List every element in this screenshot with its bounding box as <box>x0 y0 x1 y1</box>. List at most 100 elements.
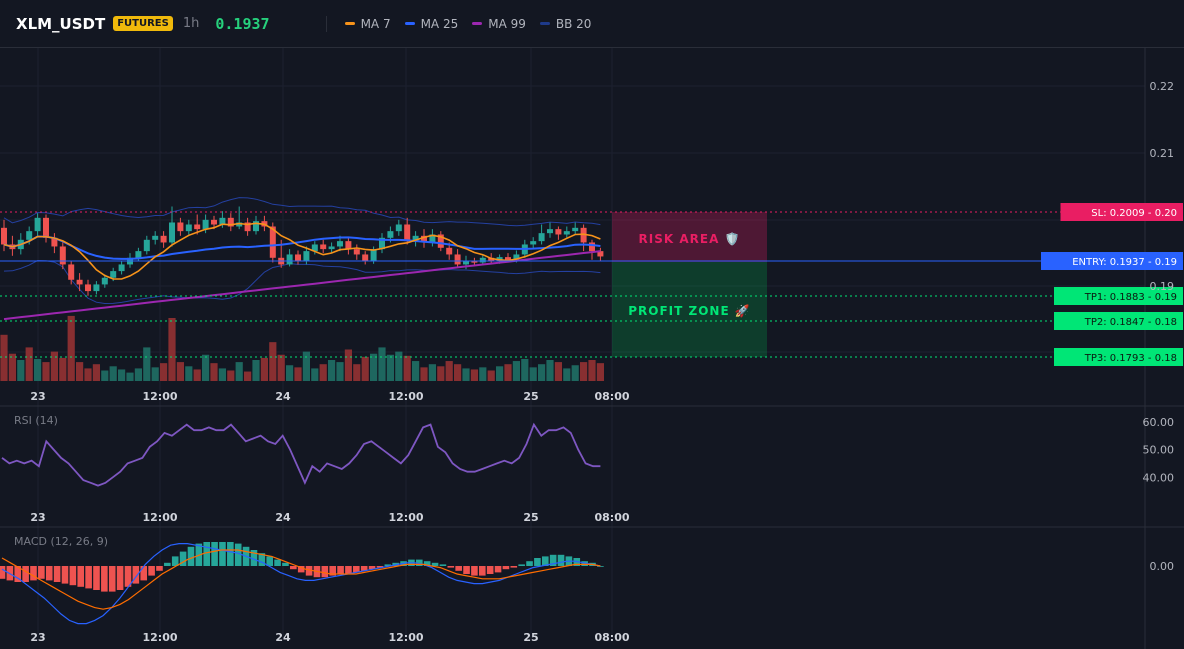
candle <box>152 231 159 245</box>
volume-bar <box>563 368 571 381</box>
macd-histogram-bar <box>258 553 266 566</box>
candle-body <box>76 279 83 285</box>
level-label: TP1: 0.1883 - 0.19 <box>1084 292 1177 303</box>
volume-bar <box>588 360 596 381</box>
candle-body <box>538 233 545 242</box>
risk-area-label: RISK AREA 🛡️ <box>639 232 741 246</box>
candle-body <box>395 224 402 232</box>
candle-body <box>387 231 394 238</box>
macd-histogram-bar <box>557 554 565 566</box>
bb20-label: BB 20 <box>555 16 592 31</box>
candle <box>169 206 175 247</box>
candle-body <box>1 227 7 245</box>
time-tick: 24 <box>275 631 291 644</box>
macd-histogram-bar <box>93 566 100 590</box>
volume-bars <box>0 315 604 381</box>
volume-bar <box>454 364 462 381</box>
candle <box>589 239 595 260</box>
time-tick: 25 <box>523 631 538 644</box>
time-tick: 23 <box>30 631 45 644</box>
level-tag <box>1060 203 1183 221</box>
volume-bar <box>50 351 58 381</box>
volume-bar <box>580 362 588 381</box>
macd-histogram-bar <box>494 566 502 573</box>
volume-bar <box>0 334 8 381</box>
legend-ma7[interactable]: MA 7 <box>344 16 391 31</box>
bb-upper-line <box>3 197 601 227</box>
macd-histogram-bar <box>124 566 132 587</box>
ma7-label: MA 7 <box>360 16 391 31</box>
time-tick: 08:00 <box>594 511 629 524</box>
candle-body <box>320 244 327 250</box>
candle <box>227 213 234 232</box>
candle-body <box>160 235 167 243</box>
time-tick: 08:00 <box>594 390 629 403</box>
candle <box>286 249 293 267</box>
candle-body <box>59 246 66 265</box>
profit-zone-box <box>612 262 767 357</box>
price-tick: 0.19 <box>1150 280 1175 293</box>
macd-histogram-bar <box>234 543 242 566</box>
candle-body <box>379 237 385 250</box>
candle-body <box>135 251 142 258</box>
volume-bar <box>336 362 344 381</box>
candle-body <box>169 222 175 243</box>
volume-bar <box>462 368 470 381</box>
macd-histogram-bar <box>266 556 274 566</box>
time-tick: 23 <box>30 511 45 524</box>
candlesticks <box>1 206 604 296</box>
candle-body <box>236 222 243 227</box>
candle-body <box>26 231 33 240</box>
candle <box>580 224 587 252</box>
time-tick: 12:00 <box>142 390 177 403</box>
level-tag <box>1054 348 1183 366</box>
macd-histogram-bar <box>61 566 69 584</box>
macd-histogram-bar <box>164 562 171 566</box>
legend-ma25[interactable]: MA 25 <box>404 16 459 31</box>
timeframe-label[interactable]: 1h <box>182 16 200 31</box>
level-tag <box>1054 312 1183 330</box>
rsi-line <box>1 422 601 487</box>
time-tick: 08:00 <box>594 631 629 644</box>
candle <box>101 274 108 288</box>
time-tick: 25 <box>523 390 538 403</box>
volume-bar <box>126 372 134 381</box>
macd-histogram-bar <box>22 566 29 582</box>
candle-body <box>244 222 251 232</box>
volume-bar <box>185 366 193 381</box>
volume-bar <box>176 362 184 381</box>
volume-bar <box>101 370 109 381</box>
volume-bar <box>151 367 159 381</box>
volume-bar <box>118 369 126 381</box>
candle <box>43 214 49 243</box>
macd-histogram-bar <box>384 564 392 566</box>
macd-histogram-bar <box>14 566 22 582</box>
volume-bar <box>160 363 168 381</box>
candle <box>362 251 369 265</box>
volume-bar <box>470 369 478 381</box>
macd-histogram-bar <box>30 566 37 581</box>
legend-ma99[interactable]: MA 99 <box>472 17 526 31</box>
volume-bar <box>25 347 33 381</box>
macd-histogram-bar <box>526 561 533 566</box>
volume-bar <box>386 354 394 381</box>
macd-histogram-bar <box>0 566 6 579</box>
macd-histogram-bar <box>510 566 518 568</box>
volume-bar <box>479 367 487 381</box>
volume-bar <box>269 342 277 381</box>
time-tick: 12:00 <box>142 631 177 644</box>
volume-bar <box>546 360 554 381</box>
futures-badge: FUTURES <box>113 16 173 31</box>
volume-bar <box>370 353 378 381</box>
ma25-swatch <box>404 22 415 25</box>
volume-bar <box>244 371 252 381</box>
candle <box>320 239 327 254</box>
legend-bb20[interactable]: BB 20 <box>539 16 592 31</box>
volume-bar <box>571 365 579 381</box>
macd-histogram-bar <box>156 566 163 571</box>
symbol-name[interactable]: XLM_USDT <box>16 14 106 33</box>
candle-body <box>589 242 595 252</box>
ma25-label: MA 25 <box>420 16 459 31</box>
trade-zones: RISK AREA 🛡️ PROFIT ZONE 🚀 <box>612 212 767 357</box>
